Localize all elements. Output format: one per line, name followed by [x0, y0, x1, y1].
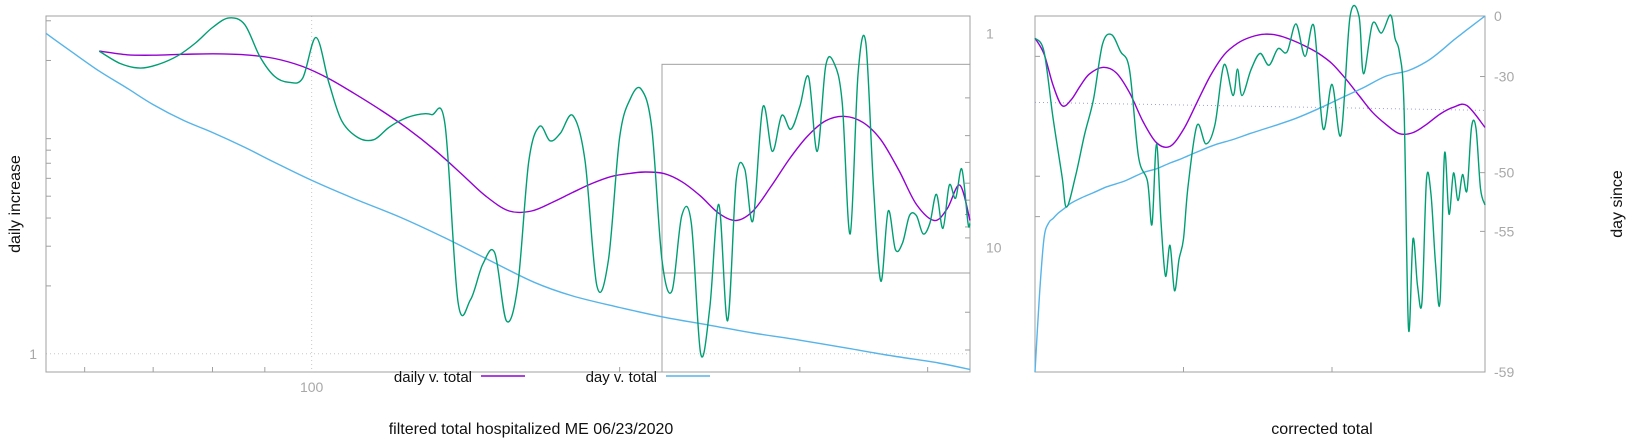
series-day-v-total — [45, 32, 971, 371]
chart-panel-main: 100 1 1 10 — [29, 15, 1002, 395]
y2-axis-label-right-panel: day since — [1609, 170, 1626, 238]
y2-tick-label: 10 — [986, 240, 1002, 256]
x-axis-label: filtered total hospitalized ME 06/23/202… — [389, 421, 674, 438]
y2-tick-label: -55 — [1494, 223, 1514, 239]
series-daily-v-total — [99, 50, 971, 222]
series-corrected-day — [1034, 15, 1486, 373]
reference-line — [1034, 101, 1486, 111]
x-axis-label-right-panel: corrected total — [1271, 421, 1372, 438]
plot-frame-right — [1034, 15, 1486, 373]
x-tick-label: 100 — [300, 379, 324, 395]
chart-panel-corrected: 0 -30 -50 -55 -59 — [1034, 4, 1514, 380]
series-corrected-smoothed — [1034, 33, 1486, 149]
legend-label-day: day v. total — [586, 369, 657, 386]
y2-tick-label: 0 — [1494, 8, 1502, 24]
plot-frame — [45, 15, 971, 373]
series-daily-raw — [98, 17, 971, 358]
y2-tick-label: -59 — [1494, 364, 1514, 380]
legend-label-daily: daily v. total — [394, 369, 472, 386]
y2-tick-label: -30 — [1494, 69, 1514, 85]
series-corrected-raw — [1034, 4, 1486, 333]
y2-tick-label: 1 — [986, 25, 994, 41]
y2-tick-label: -50 — [1494, 165, 1514, 181]
legend: daily v. total day v. total — [394, 369, 710, 386]
y-tick-label: 1 — [29, 346, 37, 362]
y-axis-label: daily increase — [7, 155, 24, 253]
